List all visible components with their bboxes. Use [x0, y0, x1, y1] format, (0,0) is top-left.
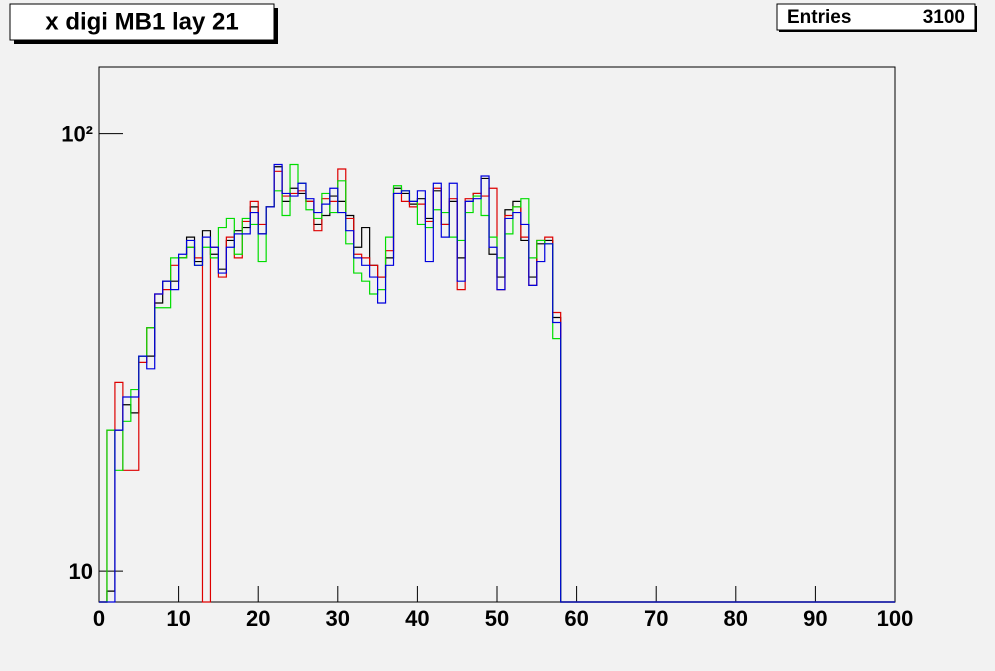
histogram-line	[99, 163, 895, 603]
x-tick-label: 50	[485, 606, 509, 631]
title-box	[9, 3, 275, 41]
x-tick-label: 40	[405, 606, 429, 631]
stats-box	[776, 3, 976, 31]
x-tick-label: 90	[803, 606, 827, 631]
x-tick-label: 20	[246, 606, 270, 631]
y-tick-label: 10²	[61, 121, 93, 146]
x-tick-label: 10	[166, 606, 190, 631]
x-tick-label: 0	[93, 606, 105, 631]
x-tick-label: 60	[564, 606, 588, 631]
stats-value: 3100	[923, 7, 965, 28]
x-tick-label: 100	[877, 606, 914, 631]
stats-label: Entries	[787, 7, 851, 28]
x-tick-label: 80	[724, 606, 748, 631]
frame	[98, 66, 896, 603]
y-tick-label: 10	[69, 559, 93, 584]
chart-title: x digi MB1 lay 21	[45, 8, 238, 35]
x-tick-label: 70	[644, 606, 668, 631]
x-tick-label: 30	[326, 606, 350, 631]
